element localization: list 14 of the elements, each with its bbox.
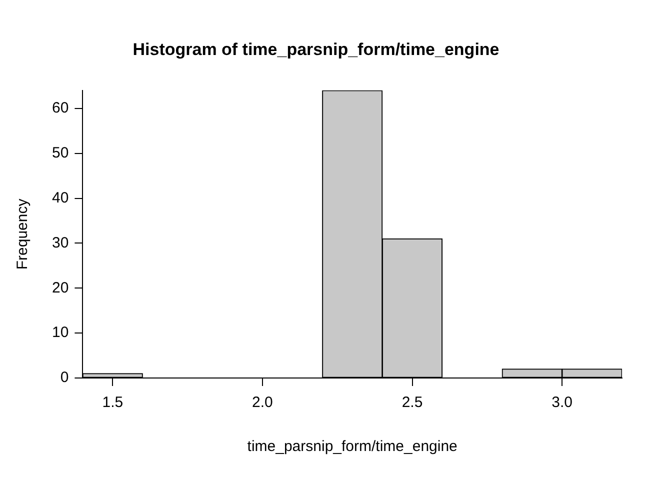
x-axis-title: time_parsnip_form/time_engine [247,438,458,456]
y-tick-label: 60 [52,100,69,117]
x-tick-label: 2.5 [402,394,423,412]
y-tick-label: 30 [52,234,69,252]
x-tick-label: 3.0 [552,394,573,412]
y-tick-label: 50 [52,144,69,162]
chart-title: Histogram of time_parsnip_form/time_engine [132,40,500,59]
x-tick-label: 1.5 [102,394,124,412]
y-tick-label: 10 [52,324,69,342]
y-axis-title: Frequency [14,198,32,270]
x-tick-label: 2.0 [252,394,273,412]
y-tick-label: 0 [60,369,69,386]
y-tick-label: 40 [52,189,69,206]
y-tick-label: 20 [52,279,69,296]
